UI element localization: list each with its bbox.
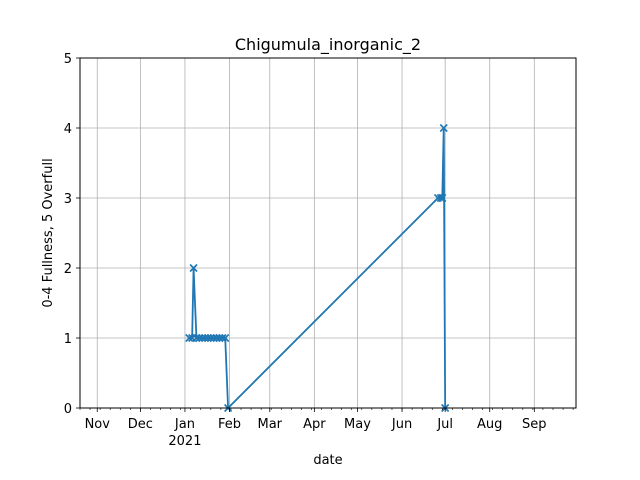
y-tick-label: 1 [64,332,72,347]
x-tick-label: Jun [391,417,412,432]
data-point [185,333,194,343]
x-tick-label: Apr [303,417,326,432]
x-tick-label: Dec [128,417,153,432]
y-tick-label: 5 [64,52,72,67]
y-axis-label: 0-4 Fullness, 5 Overfull [41,158,56,307]
data-point [189,263,198,273]
x-tick-label: Feb [218,417,241,432]
data-point [221,333,230,343]
x-tick-label: Aug [477,417,502,432]
y-tick-label: 4 [64,122,72,137]
x-tick-label: Jul [436,417,453,432]
x-axis: Nov Dec Jan 2021 Feb Mar Apr May Jun Jul Aug Sep [79,408,574,449]
x-tick-label: Sep [522,417,547,432]
y-tick-label: 0 [64,402,72,417]
data-point [436,193,445,203]
data-point [439,123,448,133]
chart-title: Chigumula_inorganic_2 [235,35,421,55]
data-point [438,193,447,203]
grid [80,57,576,409]
x-tick-sublabel: 2021 [168,434,201,449]
y-axis: 0 1 2 3 4 5 [64,52,80,417]
x-tick-label: Jan [174,417,195,432]
y-tick-label: 2 [64,262,72,277]
x-axis-label: date [313,453,342,468]
x-tick-label: May [344,417,371,432]
data-point [218,333,227,343]
x-tick-label: Nov [85,417,111,432]
y-tick-label: 3 [64,192,72,207]
plot-frame [79,57,577,409]
x-tick-label: Mar [258,417,283,432]
